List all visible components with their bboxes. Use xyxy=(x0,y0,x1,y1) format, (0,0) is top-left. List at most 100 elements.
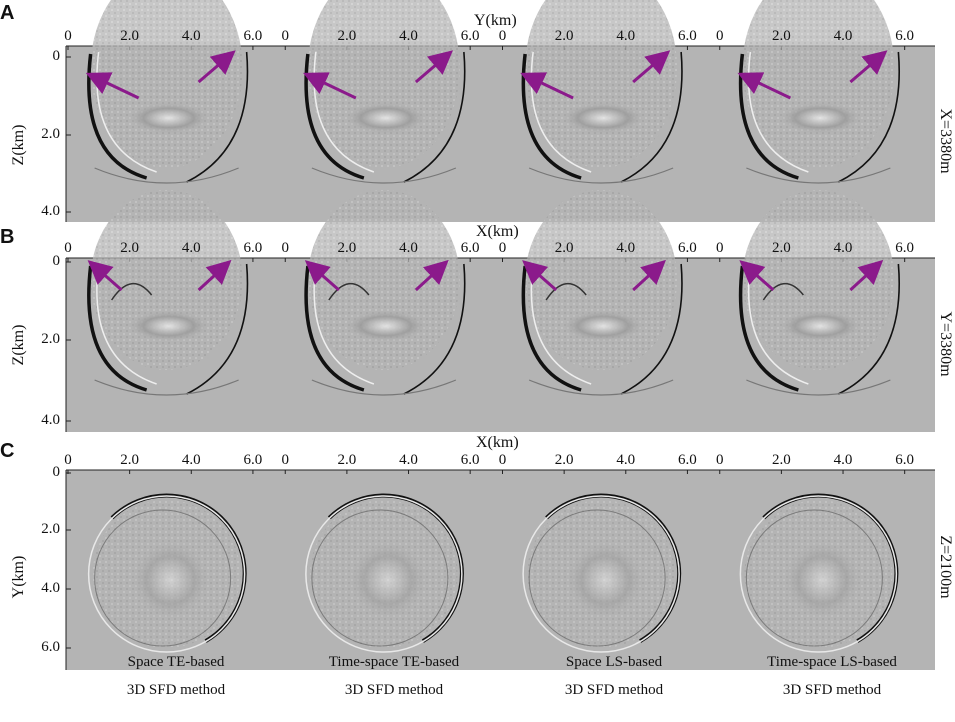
wavefront-arc-left xyxy=(87,265,148,392)
wavefront-upper-arc xyxy=(762,283,804,301)
wavefront-ring-inner xyxy=(94,509,232,647)
method-caption-2: Time-space TE-based 3D SFD method xyxy=(294,648,494,704)
panel-b-subplot-4 xyxy=(719,190,906,396)
wavefront-arc-right xyxy=(186,51,249,183)
panel-c-subplot-4 xyxy=(719,470,906,653)
panel-a-x-tick: 2.0 xyxy=(337,28,357,44)
arrow-icon xyxy=(414,50,453,84)
scatter-blob xyxy=(343,310,428,342)
panel-c-x-tick: 4.0 xyxy=(399,452,418,468)
wavefront-arc-right xyxy=(838,51,900,183)
panel-b-x-tick: 6.0 xyxy=(895,240,915,256)
arrow-icon xyxy=(414,259,449,292)
wavefront-bottom xyxy=(311,167,457,184)
method-caption-2-line2: 3D SFD method xyxy=(344,682,444,698)
panel-c-x-tick: 6.0 xyxy=(895,452,915,468)
method-caption-4-line1: Time-space LS-based xyxy=(767,654,897,670)
arrow-icon xyxy=(197,50,236,84)
panel-b-x-tick: 4.0 xyxy=(833,240,853,256)
wavefront-ring xyxy=(739,495,898,653)
panel-c-x-axis-title: X(km) xyxy=(476,434,519,451)
panel-b-x-tick: 0 xyxy=(64,240,72,256)
panel-b-y-tick: 2.0 xyxy=(41,331,60,347)
scatter-blob xyxy=(565,540,646,620)
method-caption-4-line2: 3D SFD method xyxy=(782,682,882,698)
wavefront-upper-arc xyxy=(328,283,370,301)
wavefront-arc-right xyxy=(403,263,466,395)
panel-c-x-tick: 6.0 xyxy=(460,452,480,468)
panel-b-x-tick: 6.0 xyxy=(678,240,697,256)
arrow-icon xyxy=(520,72,574,100)
panel-c-y-tick: 0 xyxy=(52,464,61,480)
panel-a-x-tick: 2.0 xyxy=(554,28,574,44)
scatter-blob xyxy=(130,540,211,620)
panel-a-x-tick: 6.0 xyxy=(460,28,480,44)
panel-b-subplot-1 xyxy=(67,190,254,396)
arrow-icon xyxy=(304,260,340,292)
wavefront-bottom xyxy=(94,379,239,396)
wavefront-ring-inner xyxy=(311,509,449,647)
wavefront-bottom xyxy=(528,379,674,396)
wavefront-ring-inner xyxy=(745,509,883,647)
panel-a-x-tick: 0 xyxy=(64,28,72,44)
wavefront-arc-right xyxy=(620,263,683,395)
scatter-blob xyxy=(126,102,211,134)
wavefront-arc-left-light xyxy=(530,263,592,385)
wavefront-arc-right xyxy=(620,51,683,183)
wavefront-upper-arc xyxy=(545,283,587,301)
scatter-blob xyxy=(782,540,863,620)
wavefront-arc-right xyxy=(838,263,900,395)
arrow-icon xyxy=(522,260,558,292)
wavefront-arc-left-light xyxy=(96,263,157,385)
wavefront-ring xyxy=(522,495,680,653)
method-caption-4: Time-space LS-based 3D SFD method xyxy=(732,648,932,704)
panel-a-subplot-1 xyxy=(67,0,254,184)
panel-c-y-tick: 6.0 xyxy=(41,639,60,655)
panel-b-x-tick: 4.0 xyxy=(181,240,201,256)
panel-b-x-tick: 0 xyxy=(498,240,507,256)
scatter-blob xyxy=(126,310,211,342)
wavefield-texture xyxy=(307,190,460,370)
panel-a-x-tick: 4.0 xyxy=(616,28,636,44)
wavefront-arc-left xyxy=(738,265,799,392)
panel-c-x-tick: 2.0 xyxy=(772,452,791,468)
wavefront-arc-left-light xyxy=(313,263,375,385)
panel-a-x-tick: 4.0 xyxy=(181,28,201,44)
panel-c-x-tick: 0 xyxy=(281,452,290,468)
method-caption-1-line2: 3D SFD method xyxy=(126,682,226,698)
panel-b-x-axis-title: X(km) xyxy=(476,223,519,240)
panel-a-x-tick: 0 xyxy=(716,28,724,44)
panel-a-y-tick: 4.0 xyxy=(41,203,60,219)
panel-a-y-tick: 2.0 xyxy=(41,126,60,142)
wavefront-arc-left xyxy=(521,265,582,392)
panel-a-x-tick: 6.0 xyxy=(243,28,263,44)
panel-c-subplot-3 xyxy=(502,470,688,653)
panel-a-x-tick: 2.0 xyxy=(772,28,791,44)
scatter-blob xyxy=(561,310,646,342)
scatter-blob xyxy=(343,102,428,134)
wavefront-bottom xyxy=(528,167,674,184)
method-caption-2-line1: Time-space TE-based xyxy=(328,654,460,670)
panel-a-x-tick: 4.0 xyxy=(833,28,853,44)
panel-a-x-axis-title: Y(km) xyxy=(474,12,517,29)
panel-letter-a: A xyxy=(0,2,15,24)
panel-c-x-tick: 4.0 xyxy=(181,452,201,468)
scatter-blob xyxy=(561,102,646,134)
wavefront-ring-inner xyxy=(528,509,666,647)
panel-c-x-tick: 2.0 xyxy=(554,452,574,468)
panel-a-x-tick: 6.0 xyxy=(895,28,915,44)
panel-b-x-tick: 6.0 xyxy=(460,240,480,256)
panel-a-subplot-4 xyxy=(719,0,906,184)
scatter-blob xyxy=(778,310,863,342)
panel-b-x-tick: 2.0 xyxy=(554,240,574,256)
panel-a-x-tick: 0 xyxy=(281,28,290,44)
panel-b-x-tick: 2.0 xyxy=(772,240,791,256)
panel-b-x-tick: 0 xyxy=(281,240,290,256)
wavefront-ring xyxy=(87,495,246,653)
panel-a-x-tick: 6.0 xyxy=(678,28,697,44)
panel-b-x-tick: 2.0 xyxy=(120,240,140,256)
arrow-icon xyxy=(632,50,671,84)
wavefield-texture xyxy=(90,190,243,370)
method-caption-1-line1: Space TE-based xyxy=(127,654,225,670)
method-caption-3-line1: Space LS-based xyxy=(565,654,663,670)
